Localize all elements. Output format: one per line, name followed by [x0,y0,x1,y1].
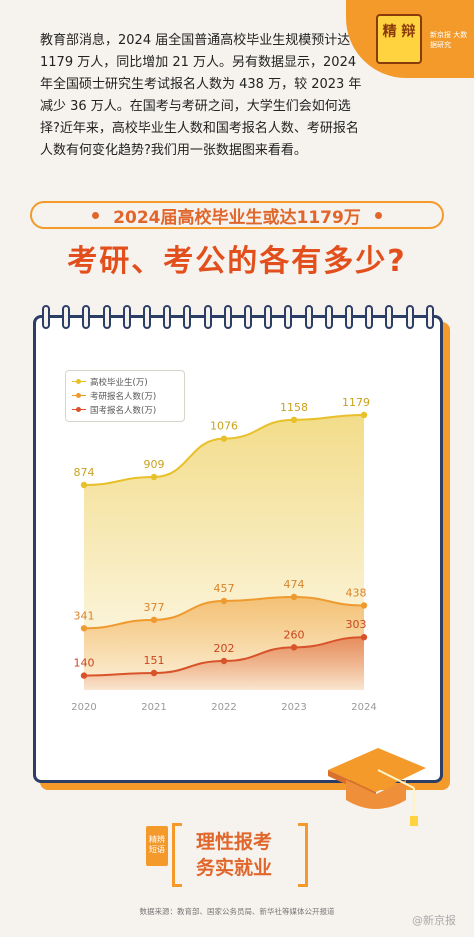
legend-item-guokao: 国考报名人数(万) [72,403,178,417]
headline: 考研、考公的各有多少? [67,244,407,279]
slogan-bracket-right [298,823,308,887]
banner: 2024届高校毕业生或达1179万 [30,201,444,229]
data-point [150,473,158,481]
binder-ring [365,305,374,329]
intro-text: 教育部消息，2024 届全国普通高校毕业生规模预计达 1179 万人，同比增加 … [40,33,362,158]
legend-swatch-guokao [72,406,86,414]
binder-ring [304,305,313,329]
data-label: 457 [214,582,235,595]
legend-swatch-kaoyan [72,392,86,400]
banner-text: 2024届高校毕业生或达1179万 [113,207,361,228]
slogan-line-2: 务实就业 [195,857,272,879]
x-tick-label: 2021 [141,702,166,713]
data-point [360,602,368,609]
data-label: 1179 [342,396,370,409]
legend-label-guokao: 国考报名人数(万) [90,406,157,416]
data-source: 数据来源：教育部、国家公务员局、新华社等媒体公开报道 [139,907,335,916]
binder-ring [405,305,414,329]
binder-ring [385,305,394,329]
data-point [360,634,368,641]
binder-ring [143,305,151,329]
binder-ring [122,305,131,329]
binder-ring [183,305,192,329]
binder-ring [264,305,273,329]
badge-logo: 精 辩 [376,14,422,64]
data-point [220,597,228,605]
binder-ring [324,305,333,329]
data-label: 909 [144,458,165,471]
data-label: 438 [346,586,367,599]
legend-label-graduates: 高校毕业生(万) [90,378,148,388]
data-label: 303 [346,618,367,631]
data-point [360,411,368,419]
data-label: 1076 [210,420,238,433]
data-label: 140 [74,657,95,670]
slogan-line-1: 理性报考 [195,831,272,853]
data-label: 377 [144,601,165,614]
data-label: 874 [74,466,95,479]
x-tick-label: 2020 [71,702,96,713]
data-point [80,672,88,679]
binder-ring [82,305,91,329]
binder-ring [203,305,212,329]
data-point [220,435,228,442]
data-label: 341 [74,609,95,622]
slogan-bracket-left [172,823,182,887]
binder-ring [425,305,434,329]
data-point [150,616,158,624]
data-label: 202 [214,642,235,655]
slogan: 理性报考 务实就业 [154,823,314,887]
legend-item-kaoyan: 考研报名人数(万) [72,389,178,403]
data-label: 260 [284,628,305,641]
watermark: @新京报 [412,914,456,927]
badge-brand: 新京报 大数据研究 [430,31,468,49]
x-tick-label: 2024 [351,702,376,713]
data-label: 151 [144,654,165,667]
binder-ring [62,305,71,329]
legend-item-graduates: 高校毕业生(万) [72,375,178,389]
binder-ring [102,305,111,329]
binder-ring [42,305,50,329]
data-point [80,625,88,632]
x-tick-label: 2022 [211,702,236,713]
legend-swatch-graduates [72,378,86,386]
data-point [80,481,88,489]
legend-label-kaoyan: 考研报名人数(万) [90,392,157,402]
data-label: 474 [284,578,305,591]
binder-ring [163,305,172,329]
binder-ring [345,305,353,329]
banner-dot-left [92,211,100,219]
data-point [150,669,158,677]
data-point [290,593,298,601]
chart-legend: 高校毕业生(万) 考研报名人数(万) 国考报名人数(万) [65,370,185,422]
data-label: 1158 [280,401,308,414]
graduation-cap-icon [328,748,426,826]
banner-dot-right [374,211,382,219]
binder-ring [244,305,252,329]
binder-ring [223,305,232,329]
data-point [290,644,298,651]
data-point [290,416,298,424]
data-point [220,657,228,665]
x-tick-label: 2023 [281,702,306,713]
chart-area: 874 909 1076 1158 1179 341 377 457 474 438 140 151 2… [71,396,376,713]
slogan-seal: 精辨 短语 [146,826,168,866]
binder-rings [36,305,440,331]
binder-ring [284,305,293,329]
